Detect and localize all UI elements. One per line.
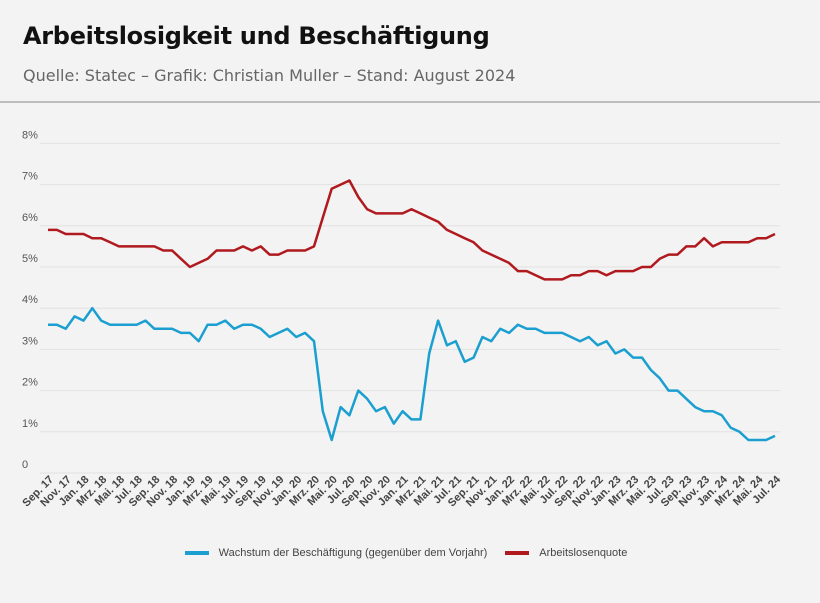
legend-item-employment: Wachstum der Beschäftigung (gegenüber de… [184, 547, 488, 559]
chart-title: Arbeitslosigkeit und Beschäftigung [23, 22, 490, 50]
legend-swatch-unemployment [505, 551, 530, 555]
unemployment-rate-line [48, 179, 776, 281]
legend-label-unemployment: Arbeitslosenquote [539, 547, 628, 559]
y-tick-label: 6% [22, 212, 38, 224]
legend: Wachstum der Beschäftigung (gegenüber de… [0, 547, 820, 559]
y-tick-label: 3% [22, 335, 38, 347]
chart-subtitle: Quelle: Statec – Grafik: Christian Mulle… [23, 66, 516, 85]
y-tick-label: 4% [22, 294, 38, 306]
legend-item-unemployment: Arbeitslosenquote [505, 547, 627, 559]
employment-growth-line [48, 306, 776, 442]
y-tick-label: 0 [22, 459, 28, 471]
y-tick-label: 7% [22, 171, 38, 183]
legend-swatch-employment [184, 551, 209, 555]
y-tick-label: 2% [22, 377, 38, 389]
y-tick-label: 5% [22, 253, 38, 265]
legend-label-employment: Wachstum der Beschäftigung (gegenüber de… [218, 547, 488, 559]
y-tick-label: 1% [22, 418, 38, 430]
header-divider [0, 101, 820, 103]
y-tick-label: 8% [22, 129, 38, 141]
